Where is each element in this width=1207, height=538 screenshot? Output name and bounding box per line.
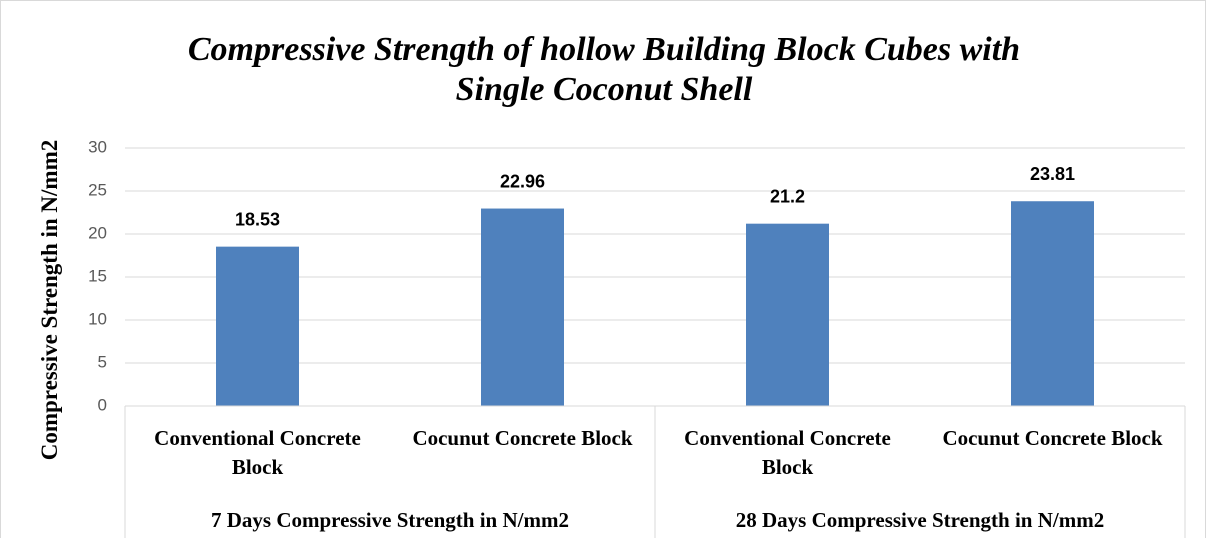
data-label: 21.2	[770, 186, 805, 206]
y-tick-label: 20	[88, 223, 107, 242]
y-tick-label: 0	[98, 395, 107, 414]
y-tick-label: 15	[88, 266, 107, 285]
x-tick-label: Conventional Concrete Block	[684, 426, 891, 479]
group-label: 28 Days Compressive Strength in N/mm2	[735, 508, 1105, 532]
y-tick-label: 30	[88, 137, 107, 156]
bar	[481, 208, 564, 406]
bar	[216, 246, 299, 406]
data-label: 23.81	[1030, 164, 1075, 184]
x-tick-label: Cocunut Concrete Block	[942, 426, 1163, 450]
bar	[746, 223, 829, 406]
group-label: 7 Days Compressive Strength in N/mm2	[211, 508, 569, 532]
y-tick-label: 10	[88, 309, 107, 328]
data-label: 22.96	[500, 171, 545, 191]
y-axis-label: Compressive Strength in N/mm2	[37, 139, 62, 461]
x-tick-label: Cocunut Concrete Block	[412, 426, 633, 450]
x-tick-label: Conventional Concrete Block	[154, 426, 361, 479]
y-tick-label: 25	[88, 180, 107, 199]
bar	[1011, 201, 1094, 406]
chart-title: Compressive Strength of hollow Building …	[187, 31, 1021, 108]
data-label: 18.53	[235, 209, 280, 229]
y-tick-label: 5	[98, 352, 107, 371]
